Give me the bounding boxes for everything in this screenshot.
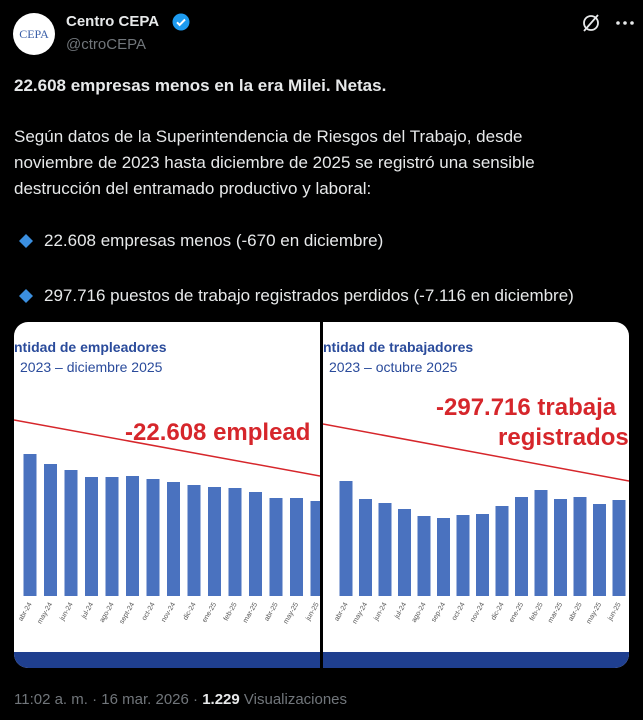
- separator: ·: [193, 691, 199, 708]
- image-title: ntidad de empleadores: [14, 339, 167, 355]
- paragraph-line: noviembre de 2023 hasta diciembre de 202…: [14, 153, 535, 172]
- bottom-band: [14, 652, 320, 668]
- trend-line: [323, 423, 629, 482]
- bullet: 22.608 empresas menos (-670 en diciembre…: [44, 231, 384, 250]
- annotation: registrados: [498, 424, 629, 451]
- bar: [417, 516, 431, 596]
- bar: [476, 514, 489, 596]
- annotation: -297.716 trabaja: [436, 394, 617, 421]
- bar: [105, 477, 119, 596]
- author-name[interactable]: Centro CEPA: [66, 13, 160, 30]
- post-time: 11:02 a. m.: [14, 691, 88, 708]
- bar: [398, 509, 411, 596]
- footer: 11:02 a. m. · 16 mar. 2026 · 1.229 Visua…: [14, 691, 347, 708]
- annotation: -22.608 emplead: [125, 419, 310, 446]
- bar: [554, 499, 567, 596]
- views-label: Visualizaciones: [243, 691, 348, 708]
- bar: [228, 488, 242, 596]
- bar: [167, 482, 180, 596]
- bar: [23, 454, 37, 596]
- bar: [515, 497, 528, 596]
- avatar[interactable]: CEPA: [12, 12, 56, 56]
- post-date: 16 mar. 2026: [101, 691, 189, 708]
- bar: [573, 497, 587, 596]
- bar: [612, 500, 626, 596]
- view-count: 1.229: [202, 691, 240, 708]
- bar: [437, 518, 450, 596]
- chart-image: ntidad de trabajadores 2023 – octubre 202…: [323, 322, 629, 668]
- bullet-icon: [19, 289, 33, 303]
- bullet-icon: [19, 234, 33, 248]
- bar: [378, 503, 392, 596]
- separator: ·: [92, 691, 98, 708]
- bar: [269, 498, 283, 596]
- chart-image: ntidad de empleadores 2023 – diciembre 20…: [14, 322, 320, 668]
- top-icons[interactable]: [580, 12, 636, 36]
- image-title: ntidad de trabajadores: [323, 339, 473, 355]
- image-background: [323, 322, 629, 668]
- trend-line: [14, 419, 320, 477]
- paragraph-line: Según datos de la Superintendencia de Ri…: [14, 127, 523, 146]
- headline: 22.608 empresas menos en la era Milei. N…: [14, 76, 387, 95]
- image-subtitle: 2023 – octubre 2025: [329, 359, 458, 375]
- bar: [495, 506, 509, 596]
- bottom-band: [323, 652, 629, 668]
- bar: [64, 470, 78, 596]
- bar: [456, 515, 470, 596]
- bar: [44, 464, 57, 596]
- bar: [290, 498, 303, 596]
- bullet: 297.716 puestos de trabajo registrados p…: [44, 286, 574, 305]
- bar: [208, 487, 221, 596]
- bar: [85, 477, 98, 596]
- bar: [359, 499, 372, 596]
- image-subtitle: 2023 – diciembre 2025: [20, 359, 163, 375]
- paragraph-line: destrucción del entramado productivo y l…: [14, 179, 372, 198]
- bar: [249, 492, 262, 596]
- verified-badge: [172, 13, 190, 31]
- bar: [187, 485, 201, 596]
- avatar-text: CEPA: [19, 27, 49, 41]
- bar: [126, 476, 139, 596]
- bar: [339, 481, 353, 596]
- bar: [146, 479, 160, 596]
- bar: [534, 490, 548, 596]
- bar: [310, 501, 320, 596]
- author-handle[interactable]: @ctroCEPA: [66, 36, 146, 53]
- bar: [593, 504, 606, 596]
